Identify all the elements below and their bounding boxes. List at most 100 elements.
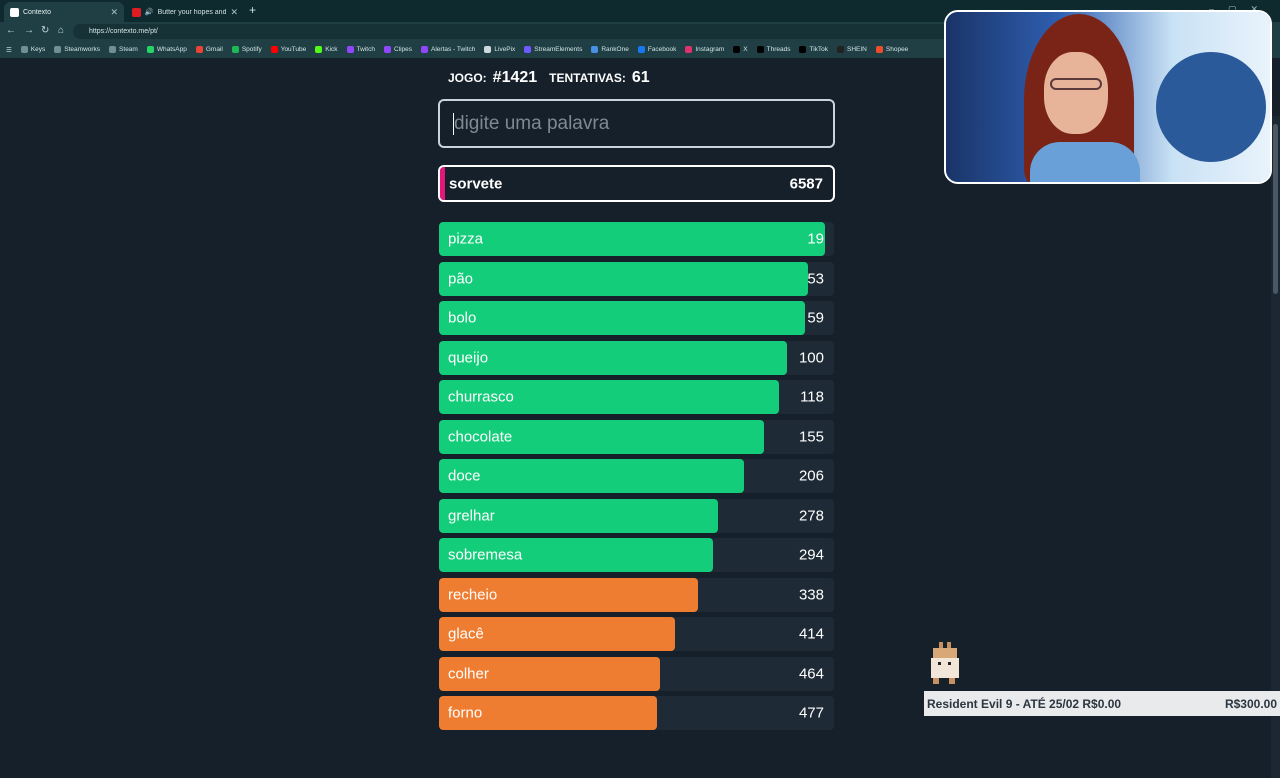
guess-proximity-bar xyxy=(439,301,805,335)
close-tab-icon[interactable]: ✕ xyxy=(230,6,238,17)
pixel-pet-icon xyxy=(931,642,959,684)
guess-rank: 294 xyxy=(798,546,824,564)
bookmark-item[interactable]: Instagram xyxy=(685,46,724,53)
back-icon[interactable]: ← xyxy=(6,25,16,36)
livepix-icon xyxy=(484,46,492,53)
word-input[interactable] xyxy=(438,99,835,148)
tab-contexto[interactable]: Contexto ✕ xyxy=(4,2,124,22)
guess-proximity-bar xyxy=(439,340,787,375)
last-guess-accent xyxy=(440,167,445,200)
guess-rank: 278 xyxy=(798,507,824,524)
twitch-icon xyxy=(346,46,354,53)
guess-proximity-bar xyxy=(439,498,718,533)
bookmark-item[interactable]: Twitch xyxy=(346,46,375,53)
bookmark-item[interactable]: Keys xyxy=(20,46,45,53)
bookmark-item[interactable]: X xyxy=(733,46,748,53)
guess-row: pão 53 xyxy=(439,261,834,296)
bookmark-item[interactable]: Steam xyxy=(109,46,138,53)
guess-rank: 19 xyxy=(807,230,824,248)
home-icon[interactable]: ⌂ xyxy=(58,25,65,36)
url-field[interactable]: https://contexto.me/pt/ xyxy=(73,24,953,39)
new-tab-button[interactable]: + xyxy=(249,3,257,17)
bookmark-item[interactable]: Alertas - Twitch xyxy=(421,46,475,53)
forward-icon[interactable]: → xyxy=(24,25,34,36)
bookmark-item[interactable]: Threads xyxy=(756,46,790,53)
guess-proximity-bar xyxy=(439,538,714,572)
bookmark-item[interactable]: Shopee xyxy=(875,46,908,53)
bookmark-item[interactable]: StreamElements xyxy=(524,46,582,53)
guess-row: sobremesa 294 xyxy=(439,538,834,572)
guess-word: sobremesa xyxy=(448,546,523,564)
guess-proximity-bar xyxy=(439,459,744,493)
threads-icon xyxy=(756,46,764,53)
guess-proximity-bar xyxy=(439,419,765,454)
webcam-chair xyxy=(1156,52,1266,162)
bookmark-item[interactable]: RankOne xyxy=(591,46,629,53)
page-scrollbar[interactable] xyxy=(1271,116,1280,778)
guess-rank: 338 xyxy=(798,586,824,603)
guess-row: bolo 59 xyxy=(439,301,834,335)
guess-proximity-bar xyxy=(439,261,808,296)
guess-rank: 118 xyxy=(800,388,824,406)
bookmark-item[interactable]: Gmail xyxy=(195,46,223,53)
twitch-icon xyxy=(421,46,429,53)
bookmark-item[interactable]: Spotify xyxy=(231,46,262,53)
steam-icon xyxy=(109,46,117,53)
streamer-glasses xyxy=(1050,78,1102,90)
guess-row: recheio 338 xyxy=(439,577,834,612)
guess-rank: 100 xyxy=(798,349,824,366)
scrollbar-thumb[interactable] xyxy=(1273,124,1278,294)
bookmark-item[interactable]: Kick xyxy=(315,46,338,53)
bookmark-item[interactable]: Steamworks xyxy=(54,46,100,53)
youtube-favicon-icon xyxy=(132,7,141,17)
last-guess-row: sorvete 6587 xyxy=(438,165,835,202)
bookmark-item[interactable]: Clipes xyxy=(383,46,412,53)
streamer-shirt xyxy=(1030,142,1140,182)
guess-row: forno 477 xyxy=(439,696,834,730)
guess-row: pizza 19 xyxy=(439,222,834,256)
guess-row: glacê 414 xyxy=(439,617,834,651)
rankone-icon xyxy=(591,46,599,53)
guess-rank: 155 xyxy=(798,428,824,445)
guess-proximity-bar xyxy=(439,222,825,256)
speaker-icon: 🔊 xyxy=(144,9,154,16)
guess-proximity-bar xyxy=(439,577,699,612)
bookmark-item[interactable]: YouTube xyxy=(270,46,306,53)
guess-list: pizza 19 pão 53 bolo 59 queijo 100 churrasco 118 c… xyxy=(439,222,834,736)
tiktok-icon xyxy=(799,46,807,53)
bookmark-item[interactable]: LivePix xyxy=(484,46,515,53)
guess-word: recheio xyxy=(448,586,498,603)
goal-target: R$300.00 xyxy=(1224,696,1277,711)
folder-icon xyxy=(20,46,28,53)
guess-rank: 414 xyxy=(798,625,824,643)
donation-goal-ticker: Resident Evil 9 - ATÉ 25/02 R$0.00 R$300… xyxy=(924,691,1280,716)
guess-proximity-bar xyxy=(439,617,675,651)
reload-icon[interactable]: ↻ xyxy=(41,25,50,36)
game-info: JOGO: #1421 TENTATIVAS: 61 xyxy=(448,69,656,87)
bookmark-item[interactable]: Facebook xyxy=(637,46,676,53)
webcam-overlay xyxy=(944,10,1272,184)
guess-word: pão xyxy=(448,270,474,287)
shopee-icon xyxy=(875,46,883,53)
attempts-label: TENTATIVAS: xyxy=(549,71,626,85)
goal-text: Resident Evil 9 - ATÉ 25/02 R$0.00 xyxy=(927,696,1122,711)
guess-row: chocolate 155 xyxy=(439,419,834,454)
guess-row: grelhar 278 xyxy=(439,498,834,533)
instagram-icon xyxy=(685,46,693,53)
window-controls[interactable]: –▢✕ xyxy=(1208,4,1272,14)
guess-row: colher 464 xyxy=(439,656,834,691)
bookmark-item[interactable]: WhatsApp xyxy=(146,46,187,53)
guess-word: forno xyxy=(448,704,483,722)
guess-word: chocolate xyxy=(448,428,513,445)
guess-rank: 464 xyxy=(798,665,824,682)
tab-youtube[interactable]: 🔊 Butter your hopes and take th ✕ xyxy=(126,2,244,22)
bookmark-item[interactable]: TikTok xyxy=(799,46,828,53)
bookmark-item[interactable]: SHEIN xyxy=(837,46,867,53)
guess-proximity-bar xyxy=(439,656,660,691)
close-tab-icon[interactable]: ✕ xyxy=(110,6,118,17)
guess-row: queijo 100 xyxy=(439,340,834,375)
tab-title: Butter your hopes and take th xyxy=(157,8,227,16)
guess-word: bolo xyxy=(448,309,477,327)
gmail-icon xyxy=(195,46,203,53)
bookmarks-menu-icon[interactable]: ☰ xyxy=(6,46,12,54)
